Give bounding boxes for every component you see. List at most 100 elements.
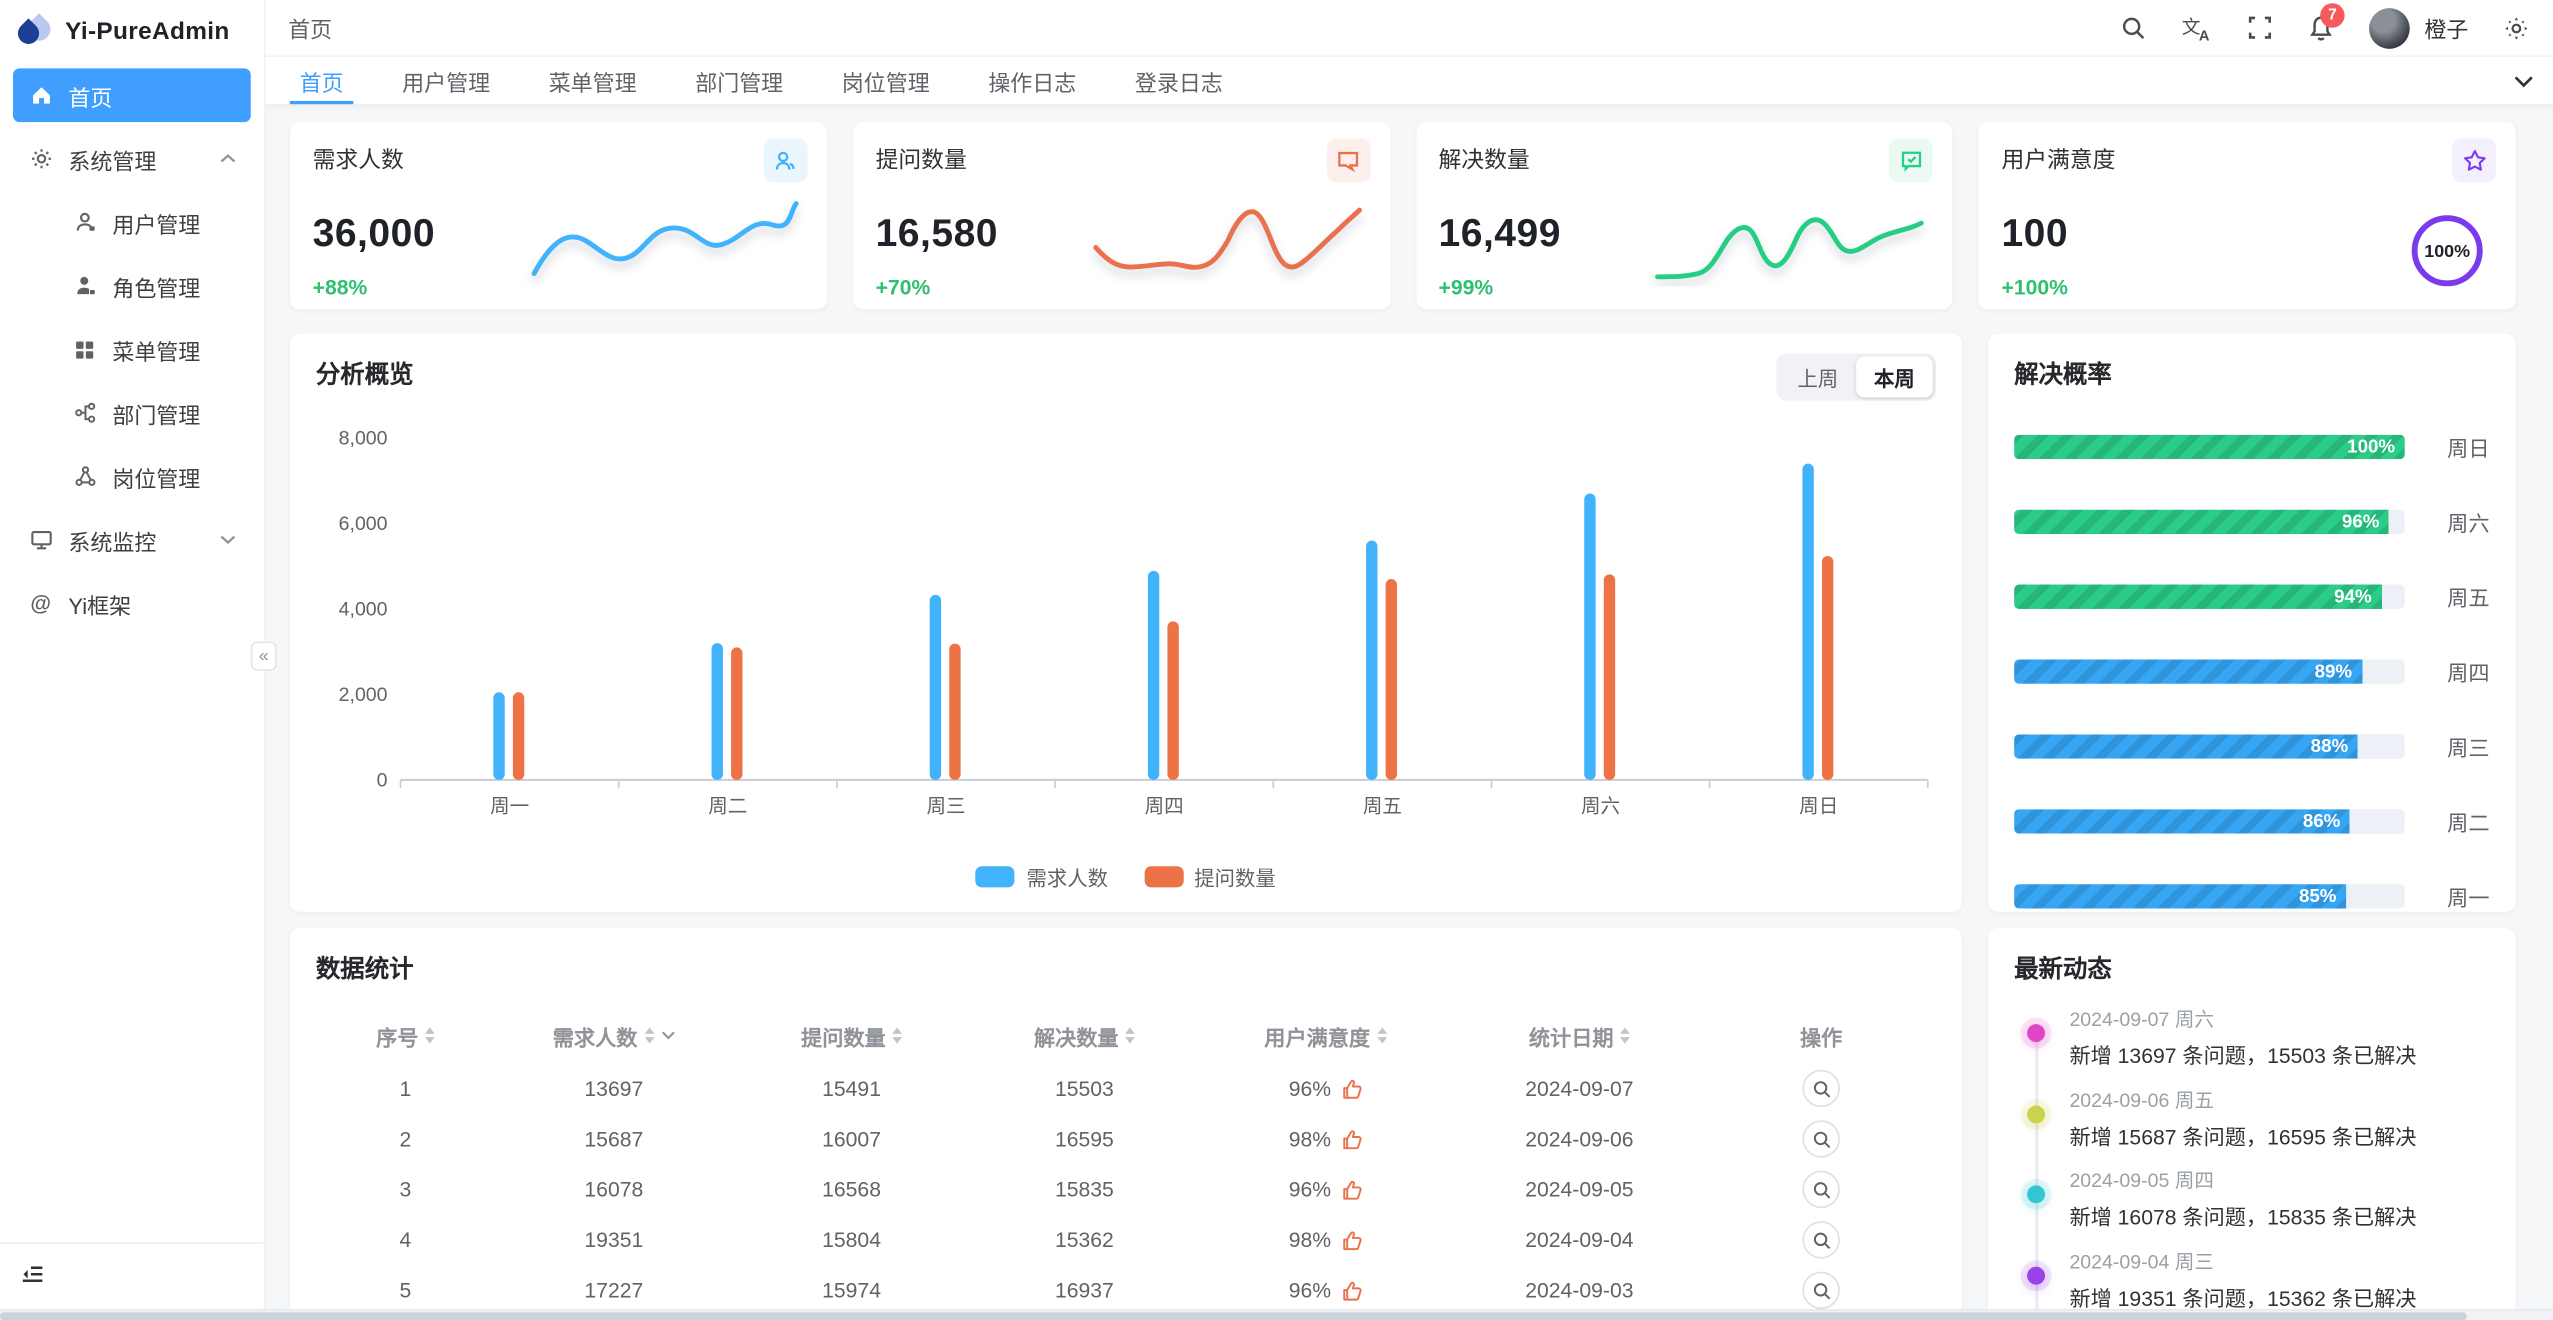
ring-label: 100% [2424,241,2470,261]
tab-menu-mgmt[interactable]: 菜单管理 [548,70,637,96]
table-row: 5 17227 15974 16937 96% 2024-09-03 [316,1265,1936,1315]
svg-text:A: A [2199,28,2210,42]
svg-text:周四: 周四 [1145,795,1184,817]
view-row-button[interactable] [1802,1221,1840,1259]
timeline-dot-icon [2027,1024,2046,1043]
view-row-button[interactable] [1802,1069,1840,1108]
toggle-this-week[interactable]: 本周 [1856,356,1933,398]
table-header-cell[interactable]: 用户满意度 [1198,1008,1452,1063]
sidebar-item-system-mgmt[interactable]: 系统管理 [13,132,251,186]
middle-row: 分析概览 上周 本周 8,000 6,000 4,000 2,000 0 周一 周二 周三 周四… [289,333,2516,912]
sidebar-item-yi-framework[interactable]: @ Yi框架 [13,576,251,630]
tab-login-log[interactable]: 登录日志 [1134,70,1223,96]
svg-text:6,000: 6,000 [339,513,388,535]
table-header-cell[interactable]: 序号 [316,1008,495,1063]
legend-item[interactable]: 提问数量 [1143,861,1276,892]
cell-date: 2024-09-06 [1525,1126,1634,1152]
dept-icon [72,400,98,426]
search-icon[interactable] [2120,14,2148,42]
tab-post-mgmt[interactable]: 岗位管理 [841,70,930,96]
thumbs-up-icon [1342,1281,1361,1300]
legend-label: 提问数量 [1194,867,1276,891]
sidebar-collapse-button[interactable]: « [250,641,277,671]
table-header-cell[interactable]: 解决数量 [970,1008,1198,1063]
toggle-last-week[interactable]: 上周 [1797,367,1839,391]
tab-op-log[interactable]: 操作日志 [988,70,1077,96]
stat-card-satisfaction: 用户满意度 100 +100% 100% [1978,122,2516,310]
app-logo[interactable]: Yi-PureAdmin [0,0,264,62]
stat-trend: +70% [875,275,931,300]
progress-track: 100% [2014,434,2405,460]
sidebar-item-role-mgmt[interactable]: 角色管理 [13,259,251,313]
stat-trend: +99% [1438,275,1494,300]
sort-carets-icon [892,1027,903,1044]
progress-row: 96% 周六 [2014,506,2490,537]
sparkline-questions [1092,207,1362,270]
legend-item[interactable]: 需求人数 [976,861,1108,892]
sidebar-item-dept-mgmt[interactable]: 部门管理 [13,386,251,440]
progress-day-label: 周三 [2447,735,2490,761]
notifications-bell[interactable]: 7 [2307,2,2345,42]
fullscreen-icon[interactable] [2247,15,2273,41]
progress-value: 86% [2302,811,2341,832]
progress-track: 89% [2014,659,2405,684]
sidebar-item-user-mgmt[interactable]: 用户管理 [13,195,251,249]
stat-cards-row: 需求人数 36,000 +88% 提问数量 16,580 +70% [289,122,2516,310]
horizontal-scrollbar [0,1309,2553,1320]
progress-fill: 96% [2014,509,2390,535]
svg-text:周六: 周六 [1581,795,1620,817]
cell-actions [1706,1215,1936,1265]
view-row-button[interactable] [1802,1120,1840,1158]
table-header-cell[interactable]: 提问数量 [733,1008,971,1063]
sidebar-item-system-monitor[interactable]: 系统监控 [13,513,251,567]
cell-questions: 15974 [822,1278,881,1303]
avatar[interactable] [2369,7,2410,49]
cell-no: 5 [399,1278,412,1303]
timeline-date: 2024-09-04 周三 [2069,1249,2214,1273]
cell-no: 4 [399,1227,412,1253]
tabs-dropdown-chevron-icon[interactable] [2514,57,2534,104]
svg-text:周一: 周一 [490,795,529,817]
tab-home[interactable]: 首页 [289,57,354,105]
progress-row: 94% 周五 [2014,581,2490,612]
chevron-down-icon [220,534,236,545]
scrollbar-thumb[interactable] [0,1312,2467,1320]
svg-text:周五: 周五 [1363,795,1402,817]
sidebar-item-post-mgmt[interactable]: 岗位管理 [13,449,251,503]
stat-value: 16,580 [875,211,999,256]
cell-questions: 16007 [822,1126,881,1152]
sparkline-solved [1655,217,1925,280]
progress-fill: 88% [2014,734,2358,759]
tab-user-mgmt[interactable]: 用户管理 [402,70,491,96]
table-header-cell[interactable]: 统计日期 [1452,1008,1706,1063]
cell-no: 2 [399,1126,412,1152]
message-check-icon [1889,138,1934,183]
cell-demand: 16078 [584,1177,644,1202]
stat-value: 36,000 [312,211,436,256]
sidebar-item-menu-mgmt[interactable]: 菜单管理 [13,322,251,376]
legend-swatch [1143,866,1183,888]
bottom-row: 数据统计 序号 需求人数 提问数量 解决数量 用户满意度 统计日期 操作 1 13697 154… [289,928,2516,1320]
sidebar-item-label: 菜单管理 [112,339,201,364]
stat-card-questions: 提问数量 16,580 +70% [852,122,1390,310]
sidebar-item-label: 角色管理 [112,275,201,301]
view-row-button[interactable] [1802,1170,1840,1209]
gear-icon[interactable] [2503,14,2531,42]
progress-row: 88% 周三 [2014,731,2490,762]
timeline-date: 2024-09-05 周四 [2069,1169,2214,1192]
tab-dept-mgmt[interactable]: 部门管理 [695,70,784,96]
timeline-item: 2024-09-07 周六 新增 13697 条问题，15503 条已解决 [2021,1005,2490,1086]
svg-text:文: 文 [2182,16,2201,37]
table-header-cell[interactable]: 需求人数 [495,1008,733,1063]
menu-fold-icon[interactable] [20,1260,46,1286]
table-header-cell: 操作 [1706,1008,1936,1063]
view-row-button[interactable] [1802,1271,1840,1310]
cell-demand: 19351 [584,1227,644,1253]
sidebar-item-home[interactable]: 首页 [13,68,251,123]
progress-row: 89% 周四 [2014,656,2490,687]
progress-fill: 86% [2014,809,2351,834]
progress-fill: 85% [2014,884,2347,909]
progress-value: 96% [2341,512,2380,532]
sort-carets-icon [1620,1027,1630,1044]
